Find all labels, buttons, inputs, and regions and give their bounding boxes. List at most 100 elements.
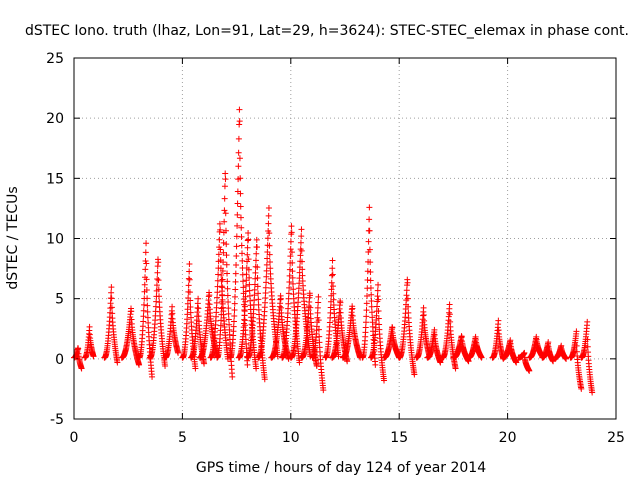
data-point [195,305,202,312]
data-point [287,246,294,253]
data-point [245,266,252,273]
data-point [364,268,371,275]
y-tick-label: 5 [55,292,64,308]
data-point [364,276,371,283]
data-point [363,300,370,307]
data-point [277,295,284,302]
data-point [327,309,334,316]
data-point [218,311,225,318]
data-point [224,292,231,299]
data-point [233,243,240,250]
data-point [237,190,244,197]
data-point [184,311,191,318]
data-point [155,277,162,284]
data-point [404,279,411,286]
data-point [140,318,147,325]
data-point [253,365,260,372]
data-point [224,270,231,277]
data-point [223,252,230,259]
data-point [232,278,239,285]
data-point [337,309,344,316]
data-point [235,163,242,170]
data-point [315,299,322,306]
data-point [214,289,221,296]
data-point [221,218,228,225]
data-point [239,271,246,278]
data-point [296,269,303,276]
data-point [226,321,233,328]
data-point [288,223,295,230]
data-point [573,342,580,349]
data-point [90,353,97,360]
data-point [263,279,270,286]
data-point [330,290,337,297]
data-point [262,289,269,296]
data-point [584,336,591,343]
y-tick-label: -5 [50,412,64,428]
data-point [584,343,591,350]
data-series [71,106,596,396]
data-point [368,309,375,316]
data-point [254,244,261,251]
data-point [108,289,115,296]
data-point [220,249,227,256]
data-point [238,233,245,240]
data-point [251,286,258,293]
data-point [255,296,262,303]
data-point [252,257,259,264]
data-point [245,236,252,243]
data-point [344,358,351,365]
data-point [320,387,327,394]
data-point [239,257,246,264]
grid-lines [74,58,616,419]
data-point [315,326,322,333]
axis-ticks: 0 5 10 15 20 25 -5 0 5 10 15 20 25 [46,51,625,446]
data-point [389,324,396,331]
x-tick-label: 10 [282,430,300,446]
data-point [244,244,251,251]
data-point [447,318,454,325]
data-point [144,295,151,302]
data-point [298,233,305,240]
data-point [286,284,293,291]
data-point [246,281,253,288]
data-point [78,365,85,372]
data-point [296,275,303,282]
data-point [231,307,238,314]
data-point [240,278,247,285]
data-point [563,355,570,362]
data-point [185,282,192,289]
data-point [289,268,296,275]
data-point [216,236,223,243]
data-point [289,259,296,266]
data-point [218,272,225,279]
data-point [288,249,295,256]
y-axis-label: dSTEC / TECUs [5,186,21,289]
data-point [266,230,273,237]
data-point [220,239,227,246]
data-point [142,266,149,273]
data-point [243,271,250,278]
data-point [297,252,304,259]
y-tick-label: 15 [46,171,64,187]
data-point [366,204,373,211]
data-point [374,303,380,310]
data-point [233,252,240,259]
data-point [315,317,322,324]
data-point [420,312,427,318]
data-point [495,317,502,324]
data-point [437,359,444,366]
data-point [245,230,252,237]
data-point [235,149,242,156]
data-point [234,200,241,207]
data-point [243,282,250,289]
x-tick-label: 0 [70,430,79,446]
data-point [192,365,199,372]
data-point [297,239,304,246]
data-point [367,277,374,284]
data-point [215,251,222,258]
data-point [285,290,292,297]
data-point [446,311,453,318]
data-point [219,291,226,298]
data-point [242,288,249,295]
